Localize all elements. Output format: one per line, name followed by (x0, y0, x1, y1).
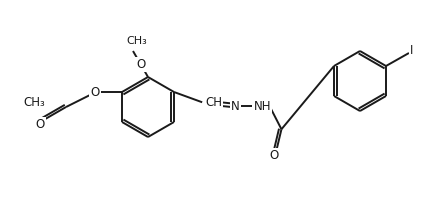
Text: O: O (35, 118, 45, 131)
Text: CH₃: CH₃ (23, 97, 45, 110)
Text: CH: CH (204, 96, 222, 109)
Text: O: O (136, 58, 145, 71)
Text: O: O (90, 85, 99, 99)
Text: O: O (269, 149, 279, 162)
Text: CH₃: CH₃ (127, 36, 147, 46)
Text: I: I (409, 44, 413, 58)
Text: NH: NH (253, 100, 270, 113)
Text: N: N (230, 100, 239, 113)
